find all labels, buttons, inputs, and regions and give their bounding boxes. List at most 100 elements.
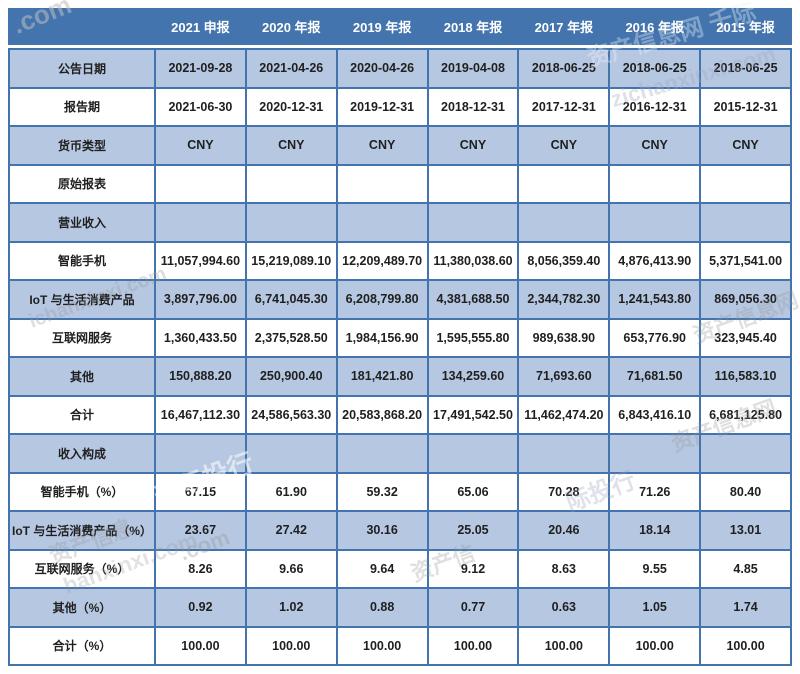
- table-cell: 6,681,125.80: [701, 396, 790, 433]
- table-cell: 2020-12-31: [246, 88, 336, 125]
- table-cell: 67.15: [156, 473, 245, 510]
- table-cell: 6,843,416.10: [610, 396, 700, 433]
- table-cell: 100.00: [428, 627, 518, 664]
- header-cell: 2020 年报: [246, 8, 336, 45]
- row-label: 货币类型: [10, 127, 154, 164]
- header-cell: 2021 申报: [156, 8, 245, 45]
- table-cell: 2020-04-26: [337, 50, 427, 87]
- row-label: 收入构成: [10, 435, 154, 472]
- table-cell: 24,586,563.30: [246, 396, 336, 433]
- table-cell: [428, 165, 518, 202]
- table-cell: 59.32: [337, 473, 427, 510]
- table-cell: 8.63: [519, 550, 609, 587]
- table-cell: [337, 204, 427, 241]
- header-cell: 2017 年报: [519, 8, 609, 45]
- table-cell: 30.16: [337, 512, 427, 549]
- table-cell: CNY: [610, 127, 700, 164]
- table-cell: 100.00: [519, 627, 609, 664]
- table-cell: [337, 165, 427, 202]
- table-cell: 6,741,045.30: [246, 281, 336, 318]
- header-corner-cell: [10, 8, 154, 45]
- table-cell: 15,219,089.10: [246, 242, 336, 279]
- table-cell: 0.92: [156, 589, 245, 626]
- table-cell: 9.55: [610, 550, 700, 587]
- table-cell: 3,897,796.00: [156, 281, 245, 318]
- table-cell: CNY: [246, 127, 336, 164]
- table-cell: 653,776.90: [610, 319, 700, 356]
- table-cell: 20,583,868.20: [337, 396, 427, 433]
- table-cell: 61.90: [246, 473, 336, 510]
- row-label: 互联网服务（%）: [10, 550, 154, 587]
- header-cell: 2018 年报: [428, 8, 518, 45]
- table-cell: 250,900.40: [246, 358, 336, 395]
- table-cell: [246, 165, 336, 202]
- table-cell: 100.00: [156, 627, 245, 664]
- table-cell: CNY: [156, 127, 245, 164]
- table-cell: 150,888.20: [156, 358, 245, 395]
- table-cell: 869,056.30: [701, 281, 790, 318]
- table-cell: [610, 204, 700, 241]
- table-cell: [428, 435, 518, 472]
- table-cell: [610, 435, 700, 472]
- table-cell: [428, 204, 518, 241]
- table-cell: 2021-06-30: [156, 88, 245, 125]
- table-cell: 2018-06-25: [519, 50, 609, 87]
- table-cell: 1,360,433.50: [156, 319, 245, 356]
- table-cell: [156, 204, 245, 241]
- table-cell: 2017-12-31: [519, 88, 609, 125]
- table-cell: 100.00: [246, 627, 336, 664]
- table-body: 公告日期 2021-09-28 2021-04-26 2020-04-26 2019-0…: [8, 48, 792, 666]
- row-label: 原始报表: [10, 165, 154, 202]
- table-cell: 25.05: [428, 512, 518, 549]
- table-cell: 0.88: [337, 589, 427, 626]
- row-label: 报告期: [10, 88, 154, 125]
- table-cell: 11,462,474.20: [519, 396, 609, 433]
- table-cell: 4.85: [701, 550, 790, 587]
- table-cell: 2019-12-31: [337, 88, 427, 125]
- table-cell: CNY: [519, 127, 609, 164]
- table-cell: 2021-09-28: [156, 50, 245, 87]
- table-cell: [519, 165, 609, 202]
- table-cell: 0.77: [428, 589, 518, 626]
- header-cell: 2019 年报: [337, 8, 427, 45]
- table-cell: 11,057,994.60: [156, 242, 245, 279]
- table-cell: 323,945.40: [701, 319, 790, 356]
- table-cell: CNY: [428, 127, 518, 164]
- row-label: 互联网服务: [10, 319, 154, 356]
- table-cell: 17,491,542.50: [428, 396, 518, 433]
- row-label: 智能手机（%）: [10, 473, 154, 510]
- row-label: 其他: [10, 358, 154, 395]
- table-cell: 71,693.60: [519, 358, 609, 395]
- table-cell: 23.67: [156, 512, 245, 549]
- row-label: 合计（%）: [10, 627, 154, 664]
- table-cell: 100.00: [337, 627, 427, 664]
- table-cell: 1.05: [610, 589, 700, 626]
- table-cell: 4,381,688.50: [428, 281, 518, 318]
- table-cell: [610, 165, 700, 202]
- table-cell: CNY: [337, 127, 427, 164]
- table-cell: 2018-06-25: [610, 50, 700, 87]
- table-cell: [156, 165, 245, 202]
- table-cell: [701, 165, 790, 202]
- table-cell: 65.06: [428, 473, 518, 510]
- table-cell: 71.26: [610, 473, 700, 510]
- row-label: 智能手机: [10, 242, 154, 279]
- table-cell: 116,583.10: [701, 358, 790, 395]
- table-cell: 71,681.50: [610, 358, 700, 395]
- row-label: IoT 与生活消费产品: [10, 281, 154, 318]
- header-cell: 2016 年报: [610, 8, 700, 45]
- table-cell: 2015-12-31: [701, 88, 790, 125]
- table-cell: 27.42: [246, 512, 336, 549]
- table-cell: 100.00: [701, 627, 790, 664]
- table-cell: 6,208,799.80: [337, 281, 427, 318]
- table-cell: 2019-04-08: [428, 50, 518, 87]
- table-cell: 100.00: [610, 627, 700, 664]
- table-cell: 1.02: [246, 589, 336, 626]
- table-cell: 1,595,555.80: [428, 319, 518, 356]
- table-cell: 70.28: [519, 473, 609, 510]
- table-cell: [519, 204, 609, 241]
- header-cell: 2015 年报: [701, 8, 790, 45]
- table-cell: 2018-06-25: [701, 50, 790, 87]
- table-cell: 16,467,112.30: [156, 396, 245, 433]
